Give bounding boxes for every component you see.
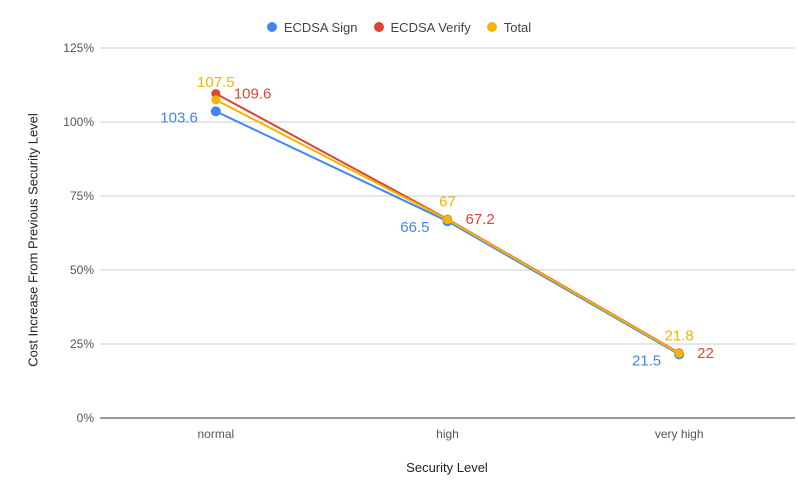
legend-marker-ecdsa-verify: [373, 22, 384, 32]
y-tick-label: 75%: [70, 189, 94, 203]
x-tick-label: high: [436, 427, 459, 441]
data-label: 66.5: [400, 219, 429, 236]
data-point: [443, 215, 452, 225]
x-tick-label: very high: [655, 427, 704, 441]
legend-marker-total: [486, 22, 497, 32]
data-label: 109.6: [234, 86, 272, 103]
y-tick-label: 100%: [63, 115, 94, 129]
data-point: [211, 89, 221, 99]
data-point: [211, 95, 221, 105]
chart-legend: ECDSA Sign ECDSA Verify Total: [0, 17, 798, 37]
data-point: [674, 348, 684, 358]
data-label: 67: [439, 194, 456, 211]
legend-item-ecdsa-verify[interactable]: ECDSA Verify: [373, 19, 471, 35]
legend-label-ecdsa-sign: ECDSA Sign: [283, 19, 358, 35]
data-label: 107.5: [197, 74, 235, 91]
legend-item-total[interactable]: Total: [486, 19, 532, 35]
data-label: 22: [697, 345, 714, 362]
legend-label-total: Total: [503, 19, 532, 35]
legend-label-ecdsa-verify: ECDSA Verify: [390, 19, 471, 35]
series-line: [215, 110, 680, 356]
y-tick-label: 50%: [70, 263, 94, 277]
data-label: 67.2: [466, 211, 495, 228]
data-label: 21.8: [665, 327, 694, 344]
x-axis-title: Security Level: [406, 460, 488, 475]
data-point: [210, 106, 221, 117]
y-tick-label: 125%: [63, 41, 94, 55]
data-label: 103.6: [160, 109, 198, 126]
y-axis-title: Cost Increase From Previous Security Lev…: [25, 113, 41, 367]
y-tick-label: 0%: [77, 411, 95, 425]
y-tick-label: 25%: [70, 337, 94, 351]
legend-item-ecdsa-sign[interactable]: ECDSA Sign: [266, 19, 358, 35]
legend-marker-ecdsa-sign: [266, 22, 277, 32]
data-label: 21.5: [632, 352, 661, 369]
x-tick-label: normal: [197, 427, 234, 441]
